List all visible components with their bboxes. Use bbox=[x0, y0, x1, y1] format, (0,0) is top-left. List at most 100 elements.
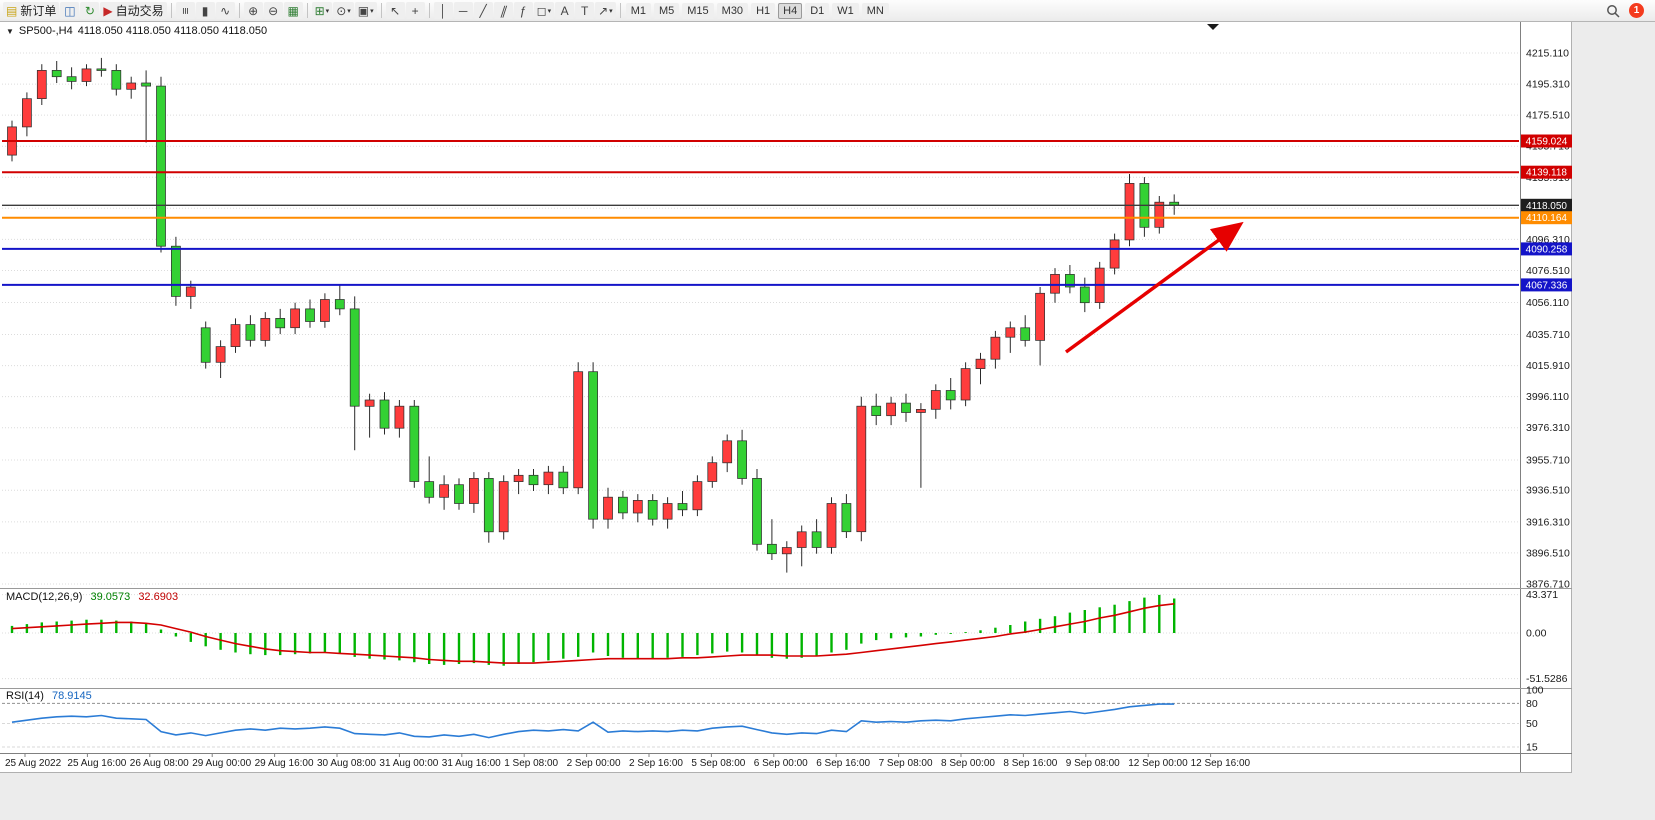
toolbar-separator bbox=[380, 3, 382, 18]
svg-text:1 Sep 08:00: 1 Sep 08:00 bbox=[504, 758, 558, 769]
autotrading-button[interactable]: ▶ 自动交易 bbox=[100, 2, 167, 19]
svg-text:4067.336: 4067.336 bbox=[1526, 280, 1568, 291]
timeframe-m30-button[interactable]: M30 bbox=[716, 2, 749, 19]
indicators-icon: ⊞ bbox=[314, 3, 325, 18]
svg-text:4139.118: 4139.118 bbox=[1526, 168, 1567, 179]
zoom-in-button[interactable]: ⊕ bbox=[243, 2, 263, 19]
shapes-button[interactable]: ◻ ▾ bbox=[533, 2, 555, 19]
svg-text:30 Aug 08:00: 30 Aug 08:00 bbox=[317, 758, 376, 769]
bar-chart-icon: ≡ bbox=[178, 6, 193, 15]
svg-text:0.00: 0.00 bbox=[1526, 628, 1547, 640]
chevron-down-icon: ▾ bbox=[347, 7, 351, 15]
vertical-line-button[interactable]: │ bbox=[433, 2, 453, 19]
templates-button[interactable]: ▣ ▾ bbox=[354, 2, 377, 19]
toolbar: ▤ 新订单 ◫ ↻ ▶ 自动交易 ≡ ▮ ∿ ⊕ ⊖ ▦ ⊞ ▾ ⊙ ▾ ▣ ▾ ↖ + │ ─ ╱ ∥ ƒ ◻ ▾ A T ↗ ▾ M1 M5… bbox=[0, 0, 1655, 22]
svg-text:4110.164: 4110.164 bbox=[1526, 213, 1567, 224]
timeframe-h4-button[interactable]: H4 bbox=[778, 2, 803, 19]
svg-text:3955.710: 3955.710 bbox=[1526, 455, 1570, 467]
svg-text:3916.310: 3916.310 bbox=[1526, 516, 1570, 528]
timeframe-m15-button[interactable]: M15 bbox=[682, 2, 714, 19]
svg-text:4090.258: 4090.258 bbox=[1526, 244, 1568, 255]
toolbar-separator bbox=[170, 3, 172, 18]
chevron-down-icon: ▾ bbox=[609, 7, 613, 15]
timeframe-mn-button[interactable]: MN bbox=[861, 2, 889, 19]
zoom-in-icon: ⊕ bbox=[248, 3, 259, 18]
svg-text:25 Aug 16:00: 25 Aug 16:00 bbox=[67, 758, 126, 769]
horizontal-line-button[interactable]: ─ bbox=[453, 2, 473, 19]
new-order-button[interactable]: ▤ 新订单 bbox=[3, 2, 60, 19]
arrows-button[interactable]: ↗ ▾ bbox=[595, 2, 616, 19]
svg-text:-51.5286: -51.5286 bbox=[1526, 673, 1568, 685]
svg-text:8 Sep 00:00: 8 Sep 00:00 bbox=[941, 758, 995, 769]
svg-text:5 Sep 08:00: 5 Sep 08:00 bbox=[691, 758, 745, 769]
svg-text:4159.024: 4159.024 bbox=[1526, 137, 1568, 148]
toolbar-right-cluster: 1 bbox=[1606, 3, 1644, 18]
chevron-down-icon: ▾ bbox=[370, 7, 374, 15]
charts-window-button[interactable]: ◫ bbox=[60, 2, 80, 19]
svg-text:26 Aug 08:00: 26 Aug 08:00 bbox=[130, 758, 189, 769]
label-icon: T bbox=[580, 3, 589, 18]
fibonacci-icon: ƒ bbox=[519, 3, 527, 18]
toolbar-separator bbox=[306, 3, 308, 18]
svg-text:3876.710: 3876.710 bbox=[1526, 579, 1570, 591]
shapes-icon: ◻ bbox=[536, 3, 547, 18]
zoom-out-button[interactable]: ⊖ bbox=[263, 2, 283, 19]
timeframe-m1-button[interactable]: M1 bbox=[625, 2, 651, 19]
svg-text:100: 100 bbox=[1526, 685, 1544, 697]
svg-text:8 Sep 16:00: 8 Sep 16:00 bbox=[1003, 758, 1057, 769]
svg-text:9 Sep 08:00: 9 Sep 08:00 bbox=[1066, 758, 1120, 769]
autotrading-label: 自动交易 bbox=[115, 4, 164, 18]
timeframe-d1-button[interactable]: D1 bbox=[805, 2, 830, 19]
fibonacci-button[interactable]: ƒ bbox=[513, 2, 533, 19]
svg-text:2 Sep 00:00: 2 Sep 00:00 bbox=[567, 758, 621, 769]
tile-windows-icon: ▦ bbox=[287, 3, 299, 18]
bar-chart-button[interactable]: ≡ bbox=[175, 2, 195, 19]
channel-button[interactable]: ∥ bbox=[493, 2, 513, 19]
timeframe-w1-button[interactable]: W1 bbox=[832, 2, 859, 19]
timeframe-m5-button[interactable]: M5 bbox=[653, 2, 680, 19]
line-chart-icon: ∿ bbox=[220, 3, 231, 18]
search-icon[interactable] bbox=[1606, 4, 1620, 18]
svg-text:80: 80 bbox=[1526, 698, 1538, 710]
svg-text:3976.310: 3976.310 bbox=[1526, 422, 1570, 434]
svg-text:3996.110: 3996.110 bbox=[1526, 391, 1569, 403]
autotrading-icon: ▶ bbox=[103, 3, 113, 18]
trendline-icon: ╱ bbox=[479, 3, 487, 18]
svg-text:6 Sep 00:00: 6 Sep 00:00 bbox=[754, 758, 808, 769]
periods-button[interactable]: ⊙ ▾ bbox=[333, 2, 354, 19]
zoom-out-icon: ⊖ bbox=[268, 3, 279, 18]
svg-text:4056.110: 4056.110 bbox=[1526, 297, 1569, 309]
trendline-button[interactable]: ╱ bbox=[473, 2, 493, 19]
charts-window-icon: ◫ bbox=[64, 3, 76, 18]
svg-text:50: 50 bbox=[1526, 718, 1538, 730]
crosshair-button[interactable]: + bbox=[405, 2, 425, 19]
notifications-badge[interactable]: 1 bbox=[1629, 3, 1644, 18]
refresh-button[interactable]: ↻ bbox=[80, 2, 100, 19]
svg-text:3896.510: 3896.510 bbox=[1526, 547, 1570, 559]
label-button[interactable]: T bbox=[575, 2, 595, 19]
chevron-down-icon: ▾ bbox=[547, 7, 552, 15]
new-order-icon: ▤ bbox=[6, 3, 18, 18]
vertical-line-icon: │ bbox=[439, 3, 447, 18]
svg-text:43.371: 43.371 bbox=[1526, 589, 1558, 601]
svg-text:29 Aug 16:00: 29 Aug 16:00 bbox=[255, 758, 314, 769]
candlestick-chart-button[interactable]: ▮ bbox=[195, 2, 215, 19]
indicators-button[interactable]: ⊞ ▾ bbox=[311, 2, 333, 19]
timeframe-h1-button[interactable]: H1 bbox=[751, 2, 776, 19]
svg-text:2 Sep 16:00: 2 Sep 16:00 bbox=[629, 758, 683, 769]
text-button[interactable]: A bbox=[555, 2, 575, 19]
svg-text:4175.510: 4175.510 bbox=[1526, 110, 1570, 122]
svg-text:12 Sep 16:00: 12 Sep 16:00 bbox=[1191, 758, 1251, 769]
tile-windows-button[interactable]: ▦ bbox=[283, 2, 303, 19]
line-chart-button[interactable]: ∿ bbox=[215, 2, 235, 19]
arrows-icon: ↗ bbox=[598, 3, 609, 18]
svg-text:31 Aug 16:00: 31 Aug 16:00 bbox=[442, 758, 501, 769]
svg-text:4015.910: 4015.910 bbox=[1526, 360, 1570, 372]
svg-text:31 Aug 00:00: 31 Aug 00:00 bbox=[379, 758, 438, 769]
cursor-button[interactable]: ↖ bbox=[385, 2, 405, 19]
templates-icon: ▣ bbox=[357, 3, 370, 18]
chevron-down-icon: ▾ bbox=[325, 7, 330, 15]
svg-text:29 Aug 00:00: 29 Aug 00:00 bbox=[192, 758, 251, 769]
periods-icon: ⊙ bbox=[336, 3, 347, 18]
